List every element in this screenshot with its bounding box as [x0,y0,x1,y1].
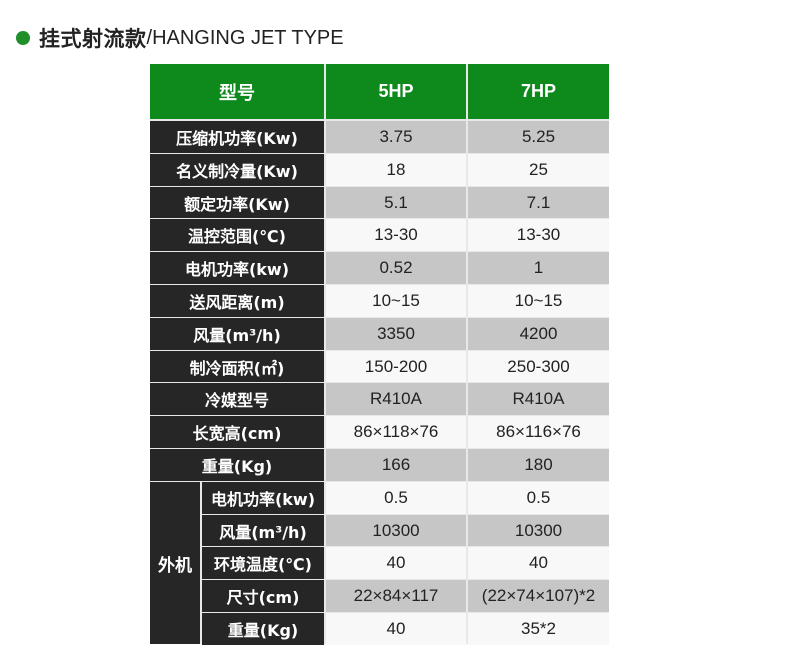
outdoor-spec-label: 电机功率(kw) [202,482,324,514]
outdoor-unit-label: 外机 [150,482,200,644]
outdoor-spec-label: 风量(m³/h) [202,515,324,546]
section-heading: 挂式射流款 / HANGING JET TYPE [16,22,344,54]
outdoor-spec-label: 重量(Kg) [202,613,324,645]
outdoor-value-7hp: (22×74×107)*2 [468,580,609,612]
spec-value-5hp: 150-200 [326,351,466,382]
heading-cn: 挂式射流款 [39,27,147,51]
header-model: 型号 [150,64,324,119]
outdoor-spec-label: 尺寸(cm) [202,580,324,612]
spec-value-7hp: 7.1 [468,187,609,218]
spec-label: 温控范围(℃) [150,219,324,251]
outdoor-value-5hp: 22×84×117 [326,580,466,612]
outdoor-value-5hp: 10300 [326,515,466,546]
spec-value-7hp: 25 [468,154,609,186]
outdoor-value-5hp: 40 [326,613,466,645]
outdoor-value-7hp: 40 [468,547,609,579]
spec-table: 型号 5HP 7HP 压缩机功率(Kw) 3.75 5.25 名义制冷量(Kw) 18 2… [150,64,609,645]
spec-value-7hp: 86×116×76 [468,416,609,448]
spec-label: 冷媒型号 [150,383,324,415]
spec-value-5hp: 166 [326,449,466,481]
spec-value-5hp: 3350 [326,318,466,350]
outdoor-value-5hp: 40 [326,547,466,579]
bullet-dot-icon [16,31,30,45]
spec-label: 长宽高(cm) [150,416,324,448]
outdoor-spec-label: 环境温度(℃) [202,547,324,579]
spec-value-5hp: 10~15 [326,285,466,317]
heading-slash: / [146,26,153,49]
header-7hp: 7HP [468,64,609,119]
outdoor-value-7hp: 10300 [468,515,609,546]
spec-value-5hp: 18 [326,154,466,186]
spec-label: 风量(m³/h) [150,318,324,350]
outdoor-value-5hp: 0.5 [326,482,466,514]
spec-value-5hp: 0.52 [326,252,466,284]
spec-value-7hp: 250-300 [468,351,609,382]
spec-value-7hp: 1 [468,252,609,284]
spec-label: 制冷面积(㎡) [150,351,324,382]
spec-value-5hp: R410A [326,383,466,415]
spec-label: 送风距离(m) [150,285,324,317]
spec-value-5hp: 13-30 [326,219,466,251]
header-5hp: 5HP [326,64,466,119]
spec-value-5hp: 5.1 [326,187,466,218]
outdoor-value-7hp: 0.5 [468,482,609,514]
spec-value-7hp: 13-30 [468,219,609,251]
spec-value-7hp: 5.25 [468,121,609,153]
spec-value-7hp: 10~15 [468,285,609,317]
outdoor-value-7hp: 35*2 [468,613,609,645]
spec-label: 电机功率(kw) [150,252,324,284]
heading-en: HANGING JET TYPE [152,26,344,49]
spec-label: 重量(Kg) [150,449,324,481]
spec-value-7hp: 180 [468,449,609,481]
spec-label: 压缩机功率(Kw) [150,121,324,153]
spec-value-7hp: 4200 [468,318,609,350]
spec-label: 额定功率(Kw) [150,187,324,218]
spec-value-7hp: R410A [468,383,609,415]
spec-value-5hp: 86×118×76 [326,416,466,448]
spec-label: 名义制冷量(Kw) [150,154,324,186]
spec-value-5hp: 3.75 [326,121,466,153]
